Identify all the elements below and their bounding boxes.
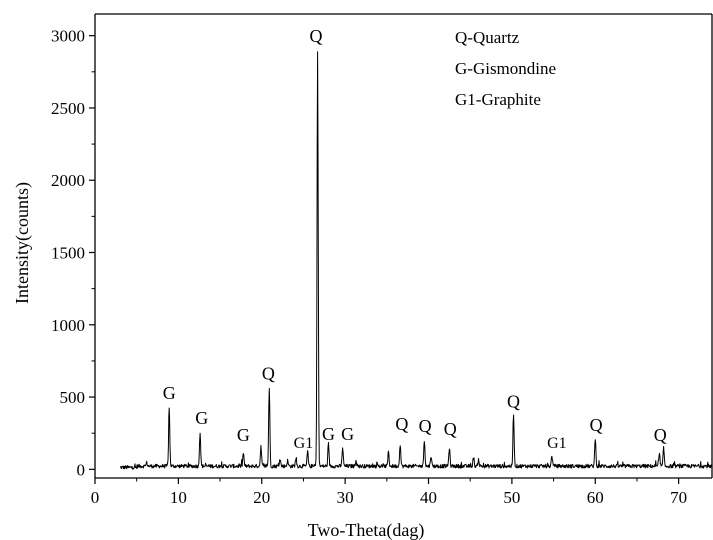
peak-label: G <box>163 383 176 403</box>
series-layer <box>119 51 713 470</box>
x-axis-title: Two-Theta(dag) <box>308 520 425 540</box>
y-tick-label: 2000 <box>51 171 85 190</box>
y-tick-label: 3000 <box>51 27 85 46</box>
peak-label: G <box>195 408 208 428</box>
peak-label: G1 <box>294 435 314 452</box>
peak-label: Q <box>395 414 408 434</box>
y-tick-label: 500 <box>60 388 86 407</box>
peak-label: Q <box>444 419 457 439</box>
x-tick-label: 40 <box>420 488 437 507</box>
peak-label: G1 <box>547 435 567 452</box>
xrd-pattern-line <box>119 51 713 470</box>
legend: Q-Quartz G-Gismondine G1-Graphite <box>455 28 556 109</box>
peak-label: Q <box>419 416 432 436</box>
peak-label: Q <box>309 26 322 46</box>
y-tick-label: 0 <box>77 460 86 479</box>
x-tick-label: 30 <box>337 488 354 507</box>
peak-label: G <box>322 424 335 444</box>
x-tick-label: 50 <box>503 488 520 507</box>
y-tick-label: 1000 <box>51 316 85 335</box>
x-tick-label: 10 <box>170 488 187 507</box>
peak-label: Q <box>262 363 275 383</box>
legend-item-graphite: G1-Graphite <box>455 90 541 109</box>
y-tick-label: 2500 <box>51 99 85 118</box>
peak-label: Q <box>654 425 667 445</box>
y-tick-label: 1500 <box>51 244 85 263</box>
x-tick-label: 20 <box>253 488 270 507</box>
y-axis-title: Intensity(counts) <box>12 182 33 304</box>
legend-item-quartz: Q-Quartz <box>455 28 520 47</box>
y-axis: 0 500 1000 1500 2000 2500 3000 <box>51 27 95 479</box>
x-axis: 0 10 20 30 40 50 60 70 <box>91 478 687 507</box>
legend-item-gismondine: G-Gismondine <box>455 59 556 78</box>
peak-label: Q <box>507 392 520 412</box>
peak-label: G <box>237 425 250 445</box>
peak-label: G <box>341 424 354 444</box>
x-tick-label: 70 <box>670 488 687 507</box>
peak-label: Q <box>590 415 603 435</box>
plot-frame <box>94 13 713 479</box>
x-tick-label: 60 <box>587 488 604 507</box>
x-tick-label: 0 <box>91 488 100 507</box>
